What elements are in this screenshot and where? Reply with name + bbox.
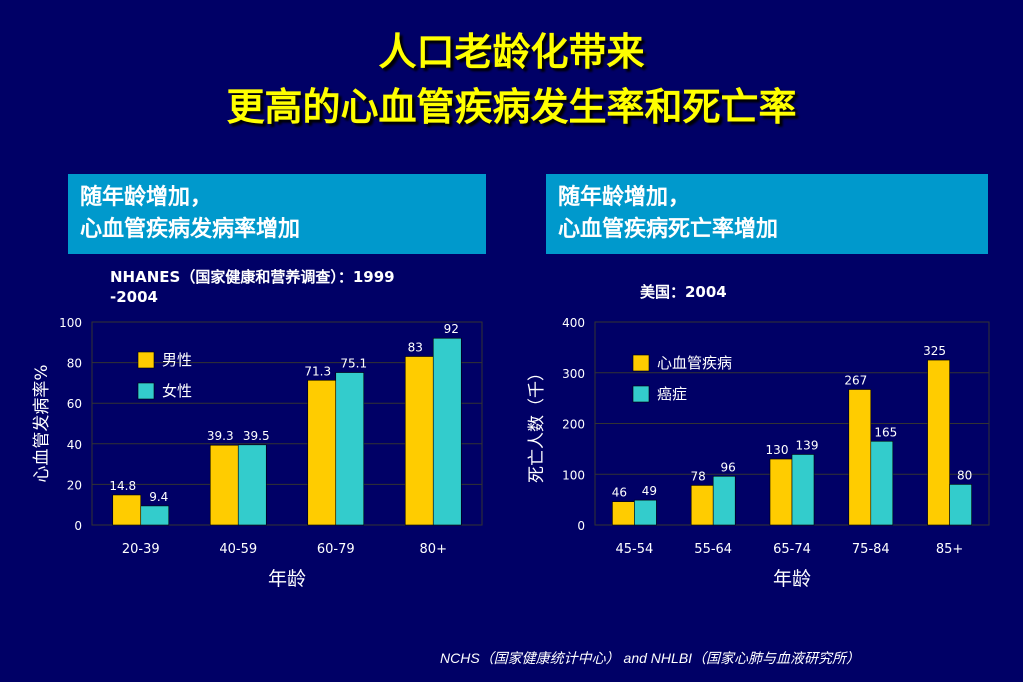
- y-tick-label: 40: [67, 438, 82, 452]
- incidence-chart: NHANES（国家健康和营养调查）：1999 -2004 0 20 40 60 80 100 1…: [32, 268, 483, 590]
- data-label: 80: [957, 468, 972, 482]
- data-label: 75.1: [340, 357, 367, 371]
- data-label: 130: [766, 443, 789, 457]
- x-tick-label: 40-59: [219, 542, 257, 557]
- panel-mortality: 随年龄增加， 心血管疾病死亡率增加: [546, 174, 988, 254]
- y-tick-label: 20: [67, 478, 82, 492]
- data-label: 92: [444, 322, 459, 336]
- bar-series2: [870, 440, 894, 526]
- x-tick-label: 65-74: [773, 542, 811, 557]
- y-tick-label: 0: [577, 519, 585, 533]
- legend-swatch: [632, 354, 650, 372]
- data-label: 46: [612, 486, 627, 500]
- data-label: 267: [844, 373, 867, 387]
- y-tick-label: 80: [67, 357, 82, 371]
- y-axis-label: 心血管发病率%: [32, 364, 52, 482]
- bar-series2: [335, 372, 365, 526]
- x-tick-label: 20-39: [122, 542, 160, 557]
- data-label: 83: [408, 341, 423, 355]
- panel-incidence-line-2: 心血管疾病发病率增加: [80, 217, 301, 242]
- data-label: 165: [874, 425, 897, 439]
- bar-series1: [112, 494, 142, 526]
- bar-series1: [848, 389, 872, 526]
- mortality-chart: 美国：2004 0 100 200 300 400 46 49 45-54 78 96 55-64 13…: [527, 283, 990, 590]
- bar-series2: [237, 444, 267, 526]
- x-tick-label: 45-54: [616, 542, 654, 557]
- panel-mortality-line-2: 心血管疾病死亡率增加: [558, 217, 779, 242]
- legend-label: 女性: [162, 382, 192, 400]
- bar-series1: [404, 356, 434, 526]
- data-label: 39.5: [243, 429, 270, 443]
- x-tick-label: 60-79: [317, 542, 355, 557]
- x-axis-label: 年龄: [773, 568, 811, 590]
- x-tick-label: 55-64: [694, 542, 732, 557]
- chart-source-label: NHANES（国家健康和营养调查）：1999: [110, 268, 395, 286]
- legend-swatch: [137, 351, 155, 369]
- y-tick-label: 100: [59, 316, 82, 330]
- data-label: 9.4: [149, 490, 168, 504]
- bar-series1: [769, 458, 793, 526]
- data-label: 78: [691, 469, 706, 483]
- legend-label: 癌症: [657, 385, 687, 403]
- bar-series1: [209, 444, 239, 526]
- chart-source-label: 美国：2004: [640, 283, 727, 301]
- bar-series2: [140, 505, 170, 526]
- y-tick-label: 400: [562, 316, 585, 330]
- legend-label: 心血管疾病: [657, 354, 732, 372]
- x-tick-label: 80+: [420, 542, 447, 557]
- legend-swatch: [137, 382, 155, 400]
- y-tick-label: 60: [67, 397, 82, 411]
- bar-series1: [927, 359, 950, 526]
- chart-source-label-cont: -2004: [110, 288, 158, 306]
- data-label: 39.3: [207, 429, 234, 443]
- data-label: 325: [923, 344, 946, 358]
- legend-label: 男性: [162, 351, 192, 369]
- data-label: 49: [642, 484, 657, 498]
- bar-series2: [712, 475, 736, 526]
- panel-incidence-line-1: 随年龄增加，: [80, 185, 213, 210]
- bar-series2: [791, 454, 815, 526]
- y-axis-label: 死亡人数（千）: [527, 364, 547, 483]
- y-tick-label: 0: [74, 519, 82, 533]
- bar-series2: [949, 484, 972, 526]
- legend-swatch: [632, 385, 650, 403]
- bar-series1: [612, 501, 635, 526]
- data-label: 14.8: [109, 479, 136, 493]
- x-axis-label: 年龄: [268, 568, 306, 590]
- page-title-line-1: 人口老龄化带来: [378, 30, 645, 74]
- data-label: 71.3: [304, 364, 331, 378]
- data-label: 96: [721, 460, 736, 474]
- y-tick-label: 100: [562, 468, 585, 482]
- y-tick-label: 200: [562, 418, 585, 432]
- data-label: 139: [796, 438, 819, 452]
- panel-incidence: 随年龄增加， 心血管疾病发病率增加: [68, 174, 486, 254]
- y-tick-label: 300: [562, 367, 585, 381]
- x-tick-label: 75-84: [852, 542, 890, 557]
- x-tick-label: 85+: [936, 542, 963, 557]
- source-footer: NCHS（国家健康统计中心） and NHLBI（国家心肺与血液研究所）: [440, 650, 861, 666]
- bar-series2: [634, 499, 657, 526]
- bar-series1: [307, 379, 337, 526]
- bar-series1: [690, 485, 714, 526]
- page-title-line-2: 更高的心血管疾病发生率和死亡率: [226, 85, 797, 129]
- bar-series2: [432, 337, 462, 526]
- panel-mortality-line-1: 随年龄增加，: [558, 185, 691, 210]
